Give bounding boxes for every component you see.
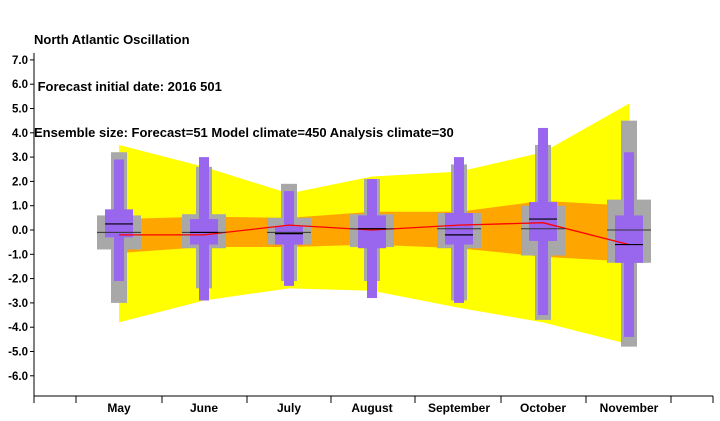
y-tick-label: -3.0 <box>8 298 28 310</box>
x-tick-label: July <box>277 401 301 415</box>
y-tick-label: 7.0 <box>12 55 28 67</box>
y-tick-label: 2.0 <box>12 176 28 188</box>
y-tick-label: 5.0 <box>12 104 28 116</box>
x-tick-label: September <box>428 401 490 415</box>
chart-title: North Atlantic Oscillation <box>34 32 190 47</box>
chart-header: North Atlantic Oscillation Forecast init… <box>34 1 454 156</box>
forecast-box <box>275 226 303 245</box>
forecast-box <box>615 215 643 263</box>
forecast-box <box>190 219 218 245</box>
x-tick-label: November <box>600 401 659 415</box>
forecast-box <box>529 202 557 241</box>
forecast-box <box>105 209 133 238</box>
y-tick-label: 1.0 <box>12 201 28 213</box>
x-tick-label: May <box>107 401 131 415</box>
forecast-box <box>358 215 386 249</box>
x-tick-label: October <box>520 401 566 415</box>
y-tick-label: -2.0 <box>8 274 28 286</box>
y-tick-label: -1.0 <box>8 249 28 261</box>
y-tick-label: -4.0 <box>8 322 28 334</box>
ensemble-size-label: Ensemble size: Forecast=51 Model climate… <box>34 125 454 140</box>
x-tick-label: June <box>190 401 218 415</box>
y-tick-label: -5.0 <box>8 347 28 359</box>
y-tick-label: 4.0 <box>12 128 28 140</box>
forecast-mean-line <box>119 222 630 246</box>
y-tick-label: -6.0 <box>8 371 28 383</box>
y-tick-label: 3.0 <box>12 152 28 164</box>
y-tick-label: 6.0 <box>12 79 28 91</box>
x-tick-label: August <box>351 401 392 415</box>
forecast-date-label: Forecast initial date: 2016 501 <box>34 78 222 94</box>
y-tick-label: 0.0 <box>12 225 28 237</box>
